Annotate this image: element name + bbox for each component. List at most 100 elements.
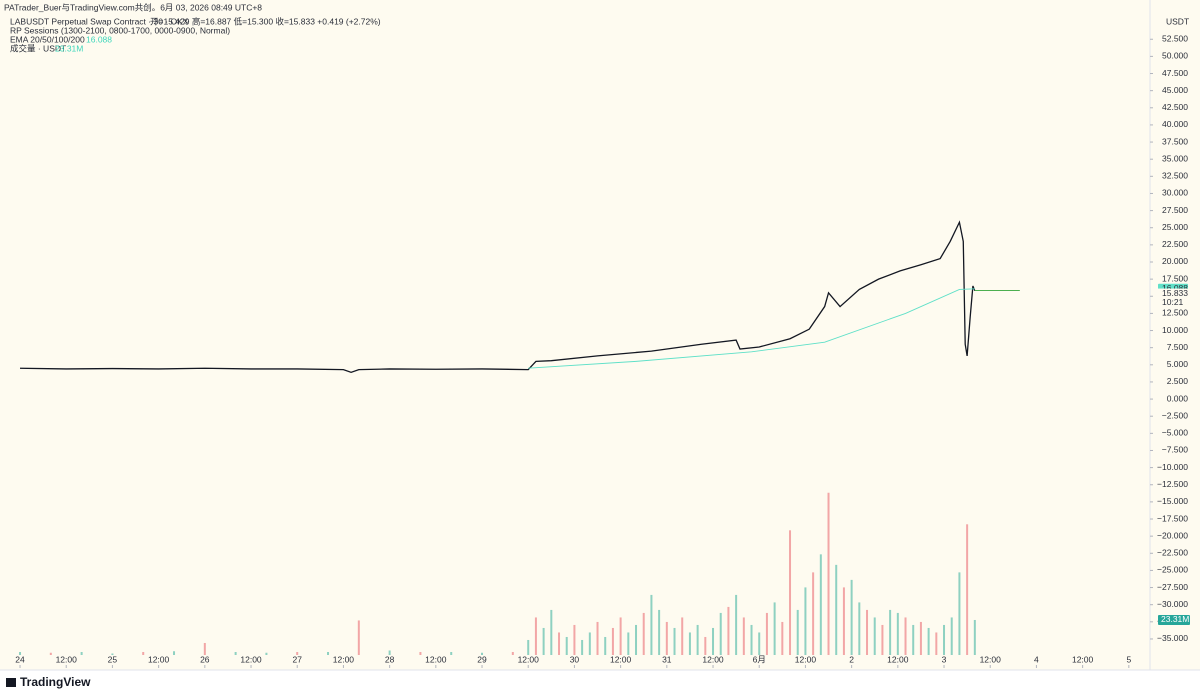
ema-line <box>528 288 975 369</box>
volume-bar <box>881 624 884 655</box>
volume-bar <box>357 620 360 655</box>
x-tick-label: 2 <box>849 654 854 664</box>
y-tick-label: −2.500 <box>1162 410 1189 420</box>
x-tick-label: 12:00 <box>518 654 540 664</box>
y-tick-label: 37.500 <box>1162 136 1188 146</box>
y-tick-label: 2.500 <box>1167 376 1189 386</box>
y-tick-label: 7.500 <box>1167 342 1189 352</box>
y-tick-label: 47.500 <box>1162 68 1188 78</box>
x-tick-label: 12:00 <box>333 654 355 664</box>
volume-bar <box>658 609 661 655</box>
x-tick-label: 12:00 <box>240 654 262 664</box>
volume-bar <box>49 652 52 655</box>
volume-bar <box>627 632 630 655</box>
volume-bar <box>665 621 668 655</box>
credit: PATrader_Buer与TradingView.com共创。6月 03, 2… <box>4 2 262 12</box>
volume-bar <box>19 651 22 655</box>
volume-bar <box>511 651 514 655</box>
y-tick-label: −12.500 <box>1157 479 1188 489</box>
y-tick-label: 25.000 <box>1162 222 1188 232</box>
volume-bar <box>735 594 738 655</box>
volume-bar <box>973 619 976 655</box>
x-tick-label: 31 <box>662 654 672 664</box>
volume-bar <box>481 652 484 655</box>
volume-bar <box>765 612 768 655</box>
volume-legend-value: 23.31M <box>55 43 83 53</box>
volume-bar <box>558 632 561 655</box>
close-price-box <box>1158 288 1188 309</box>
x-tick-label: 12:00 <box>610 654 632 664</box>
volume-bar <box>773 602 776 655</box>
x-tick-label: 5 <box>1126 654 1131 664</box>
volume-bar <box>573 624 576 655</box>
volume-bar <box>943 624 946 655</box>
ohlc-readout: 开=15.429 高=16.887 低=15.300 收=15.833 +0.4… <box>150 16 381 26</box>
brand-logo: TradingView <box>6 675 91 689</box>
x-tick-label: 12:00 <box>56 654 78 664</box>
volume-bar <box>635 624 638 655</box>
ema-legend-value: 16.088 <box>86 34 112 44</box>
volume-bar <box>696 624 699 655</box>
y-tick-label: −10.000 <box>1157 462 1188 472</box>
y-tick-label: 35.000 <box>1162 153 1188 163</box>
y-tick-label: −15.000 <box>1157 496 1188 506</box>
volume-bar <box>873 617 876 655</box>
volume-bar <box>835 564 838 655</box>
volume-bar <box>750 624 753 655</box>
volume-box <box>1158 614 1190 625</box>
volume-bar <box>712 627 715 655</box>
y-tick-label: 22.500 <box>1162 239 1188 249</box>
x-tick-label: 12:00 <box>795 654 817 664</box>
footer-background <box>0 670 1200 699</box>
x-tick-label: 12:00 <box>702 654 724 664</box>
x-tick-label: 3 <box>942 654 947 664</box>
brand: TradingView <box>20 675 91 689</box>
x-tick-label: 30 <box>570 654 580 664</box>
y-tick-label: 17.500 <box>1162 273 1188 283</box>
volume-bar <box>742 617 745 655</box>
y-tick-label: 32.500 <box>1162 171 1188 181</box>
y-tick-label: 20.000 <box>1162 256 1188 266</box>
volume-bar <box>688 632 691 655</box>
x-tick-label: 12:00 <box>1072 654 1094 664</box>
volume-bar <box>927 627 930 655</box>
volume-bar <box>842 587 845 655</box>
ema-price-label: 16.088 <box>1162 283 1188 293</box>
close-price-label: 15.833 <box>1162 288 1188 298</box>
volume-bar <box>858 602 861 655</box>
volume-bar <box>565 636 568 655</box>
chart-title: LABUSDT Perpetual Swap Contract · 30 · O… <box>10 16 189 26</box>
logo-mark <box>6 678 16 687</box>
x-tick-label: 24 <box>15 654 25 664</box>
axis-unit: USDT <box>1166 16 1189 26</box>
volume-bar <box>619 617 622 655</box>
x-tick-label: 12:00 <box>425 654 447 664</box>
volume-bar <box>611 627 614 655</box>
y-tick-label: −25.000 <box>1157 565 1188 575</box>
y-tick-label: −22.500 <box>1157 548 1188 558</box>
y-tick-label: −17.500 <box>1157 513 1188 523</box>
y-tick-label: 30.000 <box>1162 188 1188 198</box>
volume-bar <box>581 639 584 655</box>
volume-bar <box>904 617 907 655</box>
y-tick-label: −35.000 <box>1157 633 1188 643</box>
y-tick-label: 42.500 <box>1162 102 1188 112</box>
volume-bar <box>919 621 922 655</box>
y-tick-label: −27.500 <box>1157 582 1188 592</box>
countdown-label: 10:21 <box>1162 297 1184 307</box>
volume-bar <box>673 627 676 655</box>
volume-bar <box>596 621 599 655</box>
volume-bar <box>419 651 422 655</box>
y-tick-label: 27.500 <box>1162 205 1188 215</box>
chart-background <box>0 0 1200 670</box>
volume-label: 23.31M <box>1161 614 1189 624</box>
x-tick-label: 12:00 <box>980 654 1002 664</box>
x-tick-label: 29 <box>477 654 487 664</box>
y-tick-label: 40.000 <box>1162 119 1188 129</box>
volume-bar <box>958 572 961 655</box>
volume-bar <box>604 636 607 655</box>
volume-bar <box>950 617 953 655</box>
y-tick-label: 52.500 <box>1162 33 1188 43</box>
